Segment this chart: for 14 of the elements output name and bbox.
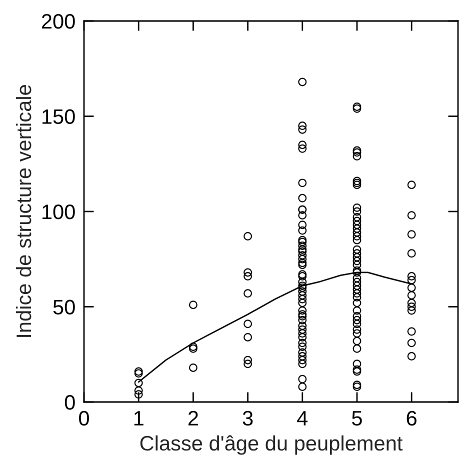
- x-tick-label: 4: [297, 411, 308, 426]
- y-axis-title: Indice de structure verticale: [16, 85, 32, 337]
- y-tick-label: 0: [64, 395, 75, 410]
- y-tick-label: 200: [42, 14, 75, 29]
- x-tick-label: 5: [352, 411, 362, 426]
- y-tick-label: 100: [42, 204, 75, 220]
- x-axis-title: Classe d'âge du peuplement: [140, 435, 403, 455]
- x-tick-label: 0: [79, 410, 89, 426]
- y-tick-label: 50: [53, 300, 75, 315]
- x-tick-label: 2: [188, 410, 198, 426]
- x-tick-label: 6: [406, 410, 416, 426]
- x-tick-label: 1: [134, 411, 144, 426]
- y-tick-label: 150: [42, 109, 75, 124]
- x-tick-label: 3: [242, 410, 253, 426]
